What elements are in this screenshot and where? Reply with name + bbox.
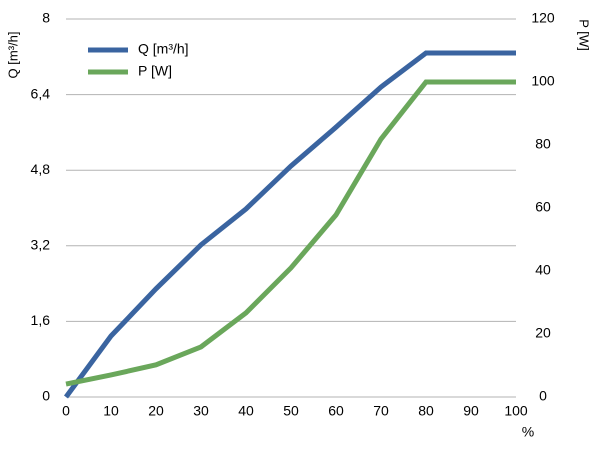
x-tick-label: 80 (418, 403, 434, 419)
x-tick-label: 60 (328, 403, 344, 419)
y2-tick-label: 120 (531, 10, 555, 26)
x-tick-label: 90 (463, 403, 479, 419)
y-tick-label: 1,6 (31, 312, 51, 328)
x-tick-label: 30 (193, 403, 209, 419)
y-tick-label: 6,4 (31, 85, 51, 101)
x-tick-label: 50 (283, 403, 299, 419)
y2-tick-label: 0 (539, 388, 547, 404)
data-line (63, 50, 516, 399)
legend-label: P [W] (138, 63, 172, 79)
y2-tick-label: 20 (535, 325, 551, 341)
y2-tick-label: 40 (535, 262, 551, 278)
x-tick-label: 40 (238, 403, 254, 419)
x-tick-label: 10 (103, 403, 119, 419)
y-tick-label: 4,8 (31, 161, 51, 177)
x-tick-label: 70 (373, 403, 389, 419)
y2-axis-label: P [W] (577, 19, 592, 51)
y-tick-label: 0 (42, 388, 50, 404)
x-tick-label: 100 (504, 403, 528, 419)
y2-tick-label: 60 (535, 199, 551, 215)
x-tick-label: 20 (148, 403, 164, 419)
data-line (65, 79, 516, 387)
legend-label: Q [m³/h] (138, 41, 189, 57)
y-tick-label: 3,2 (31, 237, 51, 253)
y2-tick-label: 80 (535, 136, 551, 152)
y-axis-label: Q [m³/h] (5, 32, 20, 79)
y2-tick-label: 100 (531, 73, 555, 89)
x-tick-label: 0 (62, 403, 70, 419)
x-axis-label: % (522, 424, 534, 440)
y-tick-label: 8 (42, 10, 50, 26)
